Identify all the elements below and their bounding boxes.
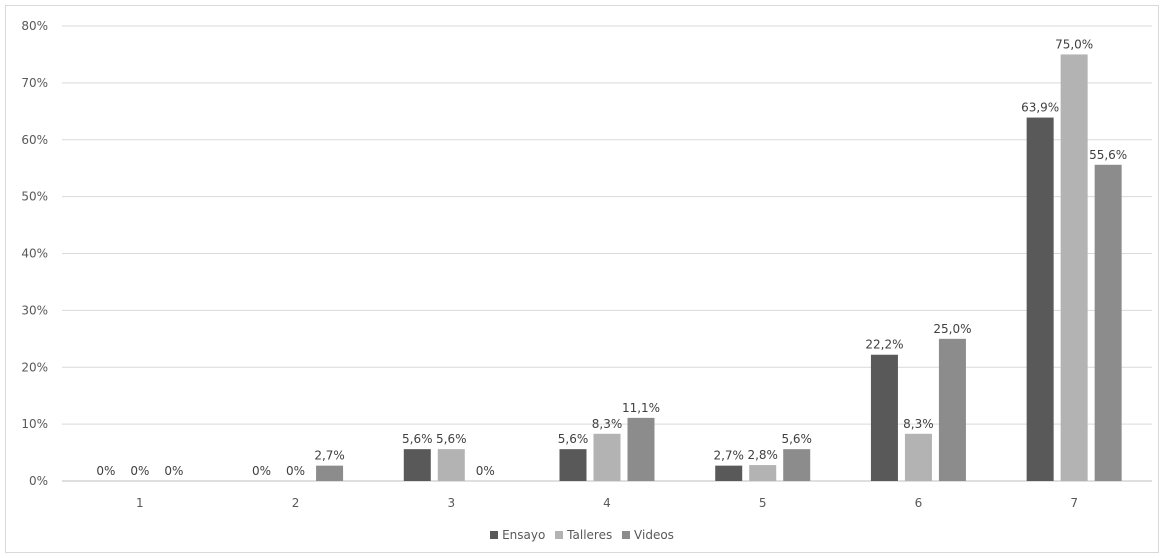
data-label: 55,6%	[1089, 148, 1127, 162]
x-tick-label: 4	[603, 496, 611, 510]
y-tick-label: 30%	[21, 303, 48, 317]
y-tick-label: 10%	[21, 417, 48, 431]
x-tick-label: 2	[292, 496, 300, 510]
bar-talleres-7	[1060, 54, 1088, 481]
legend-item-ensayo: Ensayo	[490, 528, 545, 542]
bars	[316, 54, 1122, 481]
data-label: 25,0%	[933, 322, 971, 336]
legend-swatch-talleres	[555, 531, 564, 539]
bar-talleres-6	[904, 433, 932, 481]
bar-ensayo-7	[1026, 117, 1054, 481]
legend-item-videos: Videos	[622, 528, 674, 542]
gridlines	[62, 25, 1152, 482]
bar-ensayo-3	[403, 449, 431, 481]
y-tick-label: 70%	[21, 76, 48, 90]
legend-label-videos: Videos	[634, 528, 674, 542]
legend-label-ensayo: Ensayo	[502, 528, 546, 542]
bar-videos-4	[627, 417, 655, 481]
legend-swatch-videos	[622, 531, 631, 539]
data-label: 2,7%	[314, 449, 345, 463]
x-tick-label: 3	[447, 496, 455, 510]
bar-videos-6	[938, 338, 966, 481]
bar-videos-7	[1094, 164, 1122, 481]
data-label: 5,6%	[781, 432, 812, 446]
y-tick-label: 60%	[21, 133, 48, 147]
data-label: 0%	[476, 464, 495, 478]
bar-talleres-4	[593, 433, 621, 481]
x-tick-label: 6	[915, 496, 923, 510]
data-label: 0%	[96, 464, 115, 478]
x-tick-label: 5	[759, 496, 767, 510]
y-tick-label: 40%	[21, 247, 48, 261]
bar-ensayo-6	[870, 354, 898, 481]
data-label: 0%	[130, 464, 149, 478]
y-axis-ticks: 0% 10% 20% 30% 40% 50% 60% 70% 80%	[21, 19, 48, 488]
data-label: 0%	[252, 464, 271, 478]
data-label: 8,3%	[592, 417, 623, 431]
y-tick-label: 80%	[21, 19, 48, 33]
data-labels: 0% 0% 0% 0% 0%2,7%5,6% 5,6%0%5,6%8,3%11,1%2,7…	[96, 37, 1127, 478]
data-label: 63,9%	[1021, 101, 1059, 115]
bar-videos-2	[316, 465, 344, 481]
y-tick-label: 50%	[21, 190, 48, 204]
data-label: 0%	[286, 464, 305, 478]
x-tick-label: 1	[136, 496, 144, 510]
y-tick-label: 0%	[29, 474, 48, 488]
data-label: 11,1%	[622, 401, 660, 415]
data-label: 2,8%	[747, 448, 778, 462]
data-label: 8,3%	[903, 417, 934, 431]
bar-videos-5	[783, 449, 811, 481]
data-label: 5,6%	[558, 432, 589, 446]
x-tick-label: 7	[1070, 496, 1078, 510]
data-label: 75,0%	[1055, 37, 1093, 51]
data-label: 5,6%	[436, 432, 467, 446]
data-label: 0%	[164, 464, 183, 478]
legend-swatch-ensayo	[490, 531, 499, 539]
bar-ensayo-5	[715, 465, 743, 481]
x-axis-ticks: 1 2 3 4 5 6 7	[136, 496, 1078, 510]
data-label: 2,7%	[713, 449, 744, 463]
bar-talleres-5	[749, 465, 777, 481]
legend-item-talleres: Talleres	[555, 528, 612, 542]
data-label: 5,6%	[402, 432, 433, 446]
bar-talleres-3	[437, 449, 465, 481]
bar-ensayo-4	[559, 449, 587, 481]
legend: Ensayo Talleres Videos	[0, 528, 1164, 542]
y-tick-label: 20%	[21, 360, 48, 374]
legend-label-talleres: Talleres	[567, 528, 613, 542]
data-label: 22,2%	[865, 338, 903, 352]
